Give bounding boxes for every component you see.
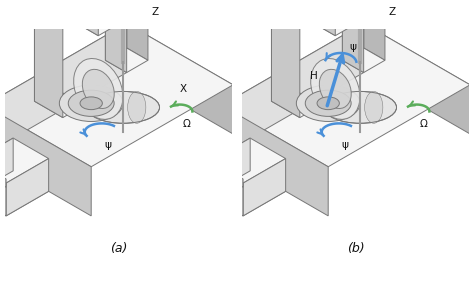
Polygon shape — [0, 163, 6, 187]
Polygon shape — [342, 48, 385, 72]
Text: H: H — [310, 71, 318, 81]
Text: Ω: Ω — [419, 119, 427, 129]
Text: X: X — [180, 84, 187, 94]
Text: (a): (a) — [110, 241, 127, 255]
Ellipse shape — [128, 91, 146, 123]
Polygon shape — [208, 171, 286, 216]
Text: (b): (b) — [346, 241, 365, 255]
Ellipse shape — [324, 91, 397, 123]
Text: Z: Z — [388, 7, 395, 17]
Ellipse shape — [68, 90, 114, 117]
Polygon shape — [272, 89, 321, 118]
Ellipse shape — [319, 69, 351, 109]
Polygon shape — [6, 159, 49, 216]
Polygon shape — [127, 23, 233, 134]
Ellipse shape — [73, 58, 123, 119]
Ellipse shape — [296, 85, 360, 121]
Polygon shape — [307, 0, 385, 36]
Polygon shape — [0, 163, 6, 216]
Polygon shape — [222, 23, 470, 167]
Polygon shape — [222, 23, 364, 154]
Polygon shape — [70, 0, 98, 36]
Ellipse shape — [82, 69, 114, 109]
Polygon shape — [105, 48, 148, 72]
Polygon shape — [0, 138, 49, 183]
Text: ψ: ψ — [104, 140, 111, 150]
Polygon shape — [364, 23, 470, 134]
Polygon shape — [272, 0, 300, 118]
Ellipse shape — [310, 58, 360, 119]
Ellipse shape — [305, 90, 351, 117]
Text: Ω: Ω — [182, 119, 190, 129]
Polygon shape — [243, 159, 286, 216]
Polygon shape — [127, 0, 148, 60]
Ellipse shape — [317, 97, 339, 110]
Polygon shape — [35, 0, 63, 118]
Text: ψ: ψ — [350, 42, 357, 52]
Polygon shape — [0, 171, 49, 216]
Polygon shape — [208, 138, 286, 183]
Polygon shape — [70, 0, 148, 36]
Polygon shape — [0, 23, 127, 154]
Polygon shape — [364, 0, 385, 60]
Polygon shape — [35, 89, 84, 118]
Polygon shape — [342, 0, 364, 72]
Text: Z: Z — [151, 7, 158, 17]
Polygon shape — [215, 163, 243, 187]
Polygon shape — [105, 0, 127, 60]
Ellipse shape — [87, 91, 160, 123]
Polygon shape — [208, 138, 250, 195]
Polygon shape — [70, 0, 119, 19]
Polygon shape — [0, 138, 13, 195]
Polygon shape — [307, 0, 335, 36]
Polygon shape — [307, 0, 356, 19]
Polygon shape — [105, 0, 127, 72]
Ellipse shape — [365, 91, 383, 123]
Polygon shape — [0, 105, 91, 216]
Polygon shape — [208, 163, 243, 216]
Polygon shape — [272, 0, 293, 101]
Polygon shape — [342, 0, 364, 60]
Ellipse shape — [80, 97, 102, 110]
Polygon shape — [222, 105, 328, 216]
Text: ψ: ψ — [341, 140, 348, 150]
Polygon shape — [35, 0, 56, 101]
Ellipse shape — [59, 85, 123, 121]
Polygon shape — [0, 23, 233, 167]
